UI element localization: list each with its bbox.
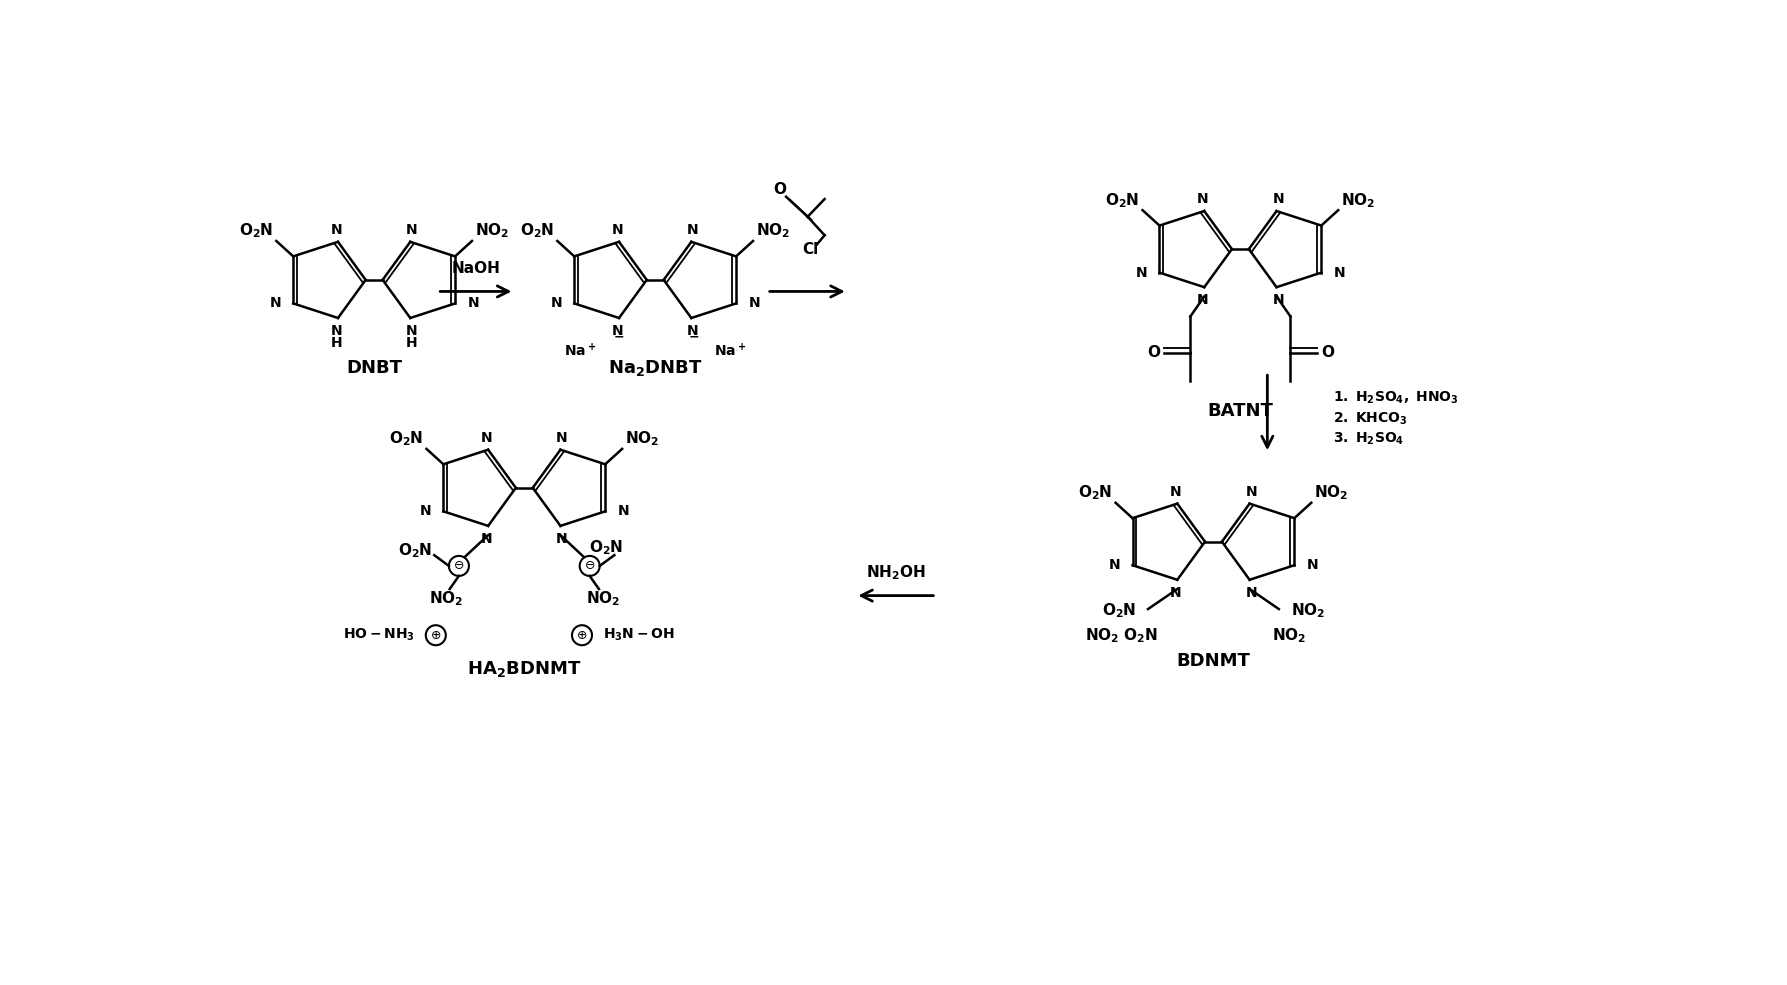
Text: $\ominus$: $\ominus$ <box>584 559 595 572</box>
Text: $\mathbf{NO_2}$: $\mathbf{NO_2}$ <box>475 222 509 240</box>
Text: $\mathbf{NO_2}$: $\mathbf{NO_2}$ <box>1290 601 1326 620</box>
Text: $\mathbf{Na^+}$: $\mathbf{Na^+}$ <box>713 342 745 359</box>
Text: N: N <box>420 504 431 518</box>
Text: N: N <box>550 296 561 310</box>
Text: $\mathbf{NO_2}$: $\mathbf{NO_2}$ <box>1272 625 1306 644</box>
Text: $\mathbf{3.\ H_2SO_4}$: $\mathbf{3.\ H_2SO_4}$ <box>1333 431 1405 447</box>
Text: N: N <box>1246 586 1256 600</box>
Text: N: N <box>1272 294 1283 307</box>
Text: N: N <box>686 324 699 338</box>
Text: $\mathbf{NO_2}$: $\mathbf{NO_2}$ <box>756 222 790 240</box>
Text: N: N <box>556 532 568 546</box>
Text: N: N <box>618 504 629 518</box>
Text: N: N <box>331 224 343 237</box>
Text: N: N <box>406 324 418 338</box>
Text: BATNT: BATNT <box>1208 402 1274 420</box>
Text: $\mathbf{2.\ KHCO_3}$: $\mathbf{2.\ KHCO_3}$ <box>1333 411 1408 427</box>
Text: $\mathbf{1.\ H_2SO_4,\ HNO_3}$: $\mathbf{1.\ H_2SO_4,\ HNO_3}$ <box>1333 389 1458 406</box>
Text: N: N <box>481 532 493 546</box>
Text: N: N <box>556 431 568 445</box>
Text: N: N <box>331 324 343 338</box>
Text: $\oplus$: $\oplus$ <box>577 628 588 641</box>
Text: $\oplus$: $\oplus$ <box>431 628 441 641</box>
Text: H: H <box>406 336 418 350</box>
Text: $\mathbf{H_3N-OH}$: $\mathbf{H_3N-OH}$ <box>602 627 674 643</box>
Text: DNBT: DNBT <box>347 360 402 377</box>
Text: $\mathbf{HA_2BDNMT}$: $\mathbf{HA_2BDNMT}$ <box>466 659 581 679</box>
Text: $\mathbf{NO_2}$: $\mathbf{NO_2}$ <box>429 590 463 609</box>
Text: N: N <box>481 431 493 445</box>
Text: N: N <box>749 296 759 310</box>
Text: $\mathbf{NO_2}$: $\mathbf{NO_2}$ <box>1313 484 1349 502</box>
Text: $\mathbf{O_2N}$: $\mathbf{O_2N}$ <box>590 538 624 557</box>
Text: $\mathbf{^-}$: $\mathbf{^-}$ <box>686 332 701 350</box>
Text: N: N <box>1197 192 1208 207</box>
Text: $\mathbf{NO_2}$: $\mathbf{NO_2}$ <box>586 590 620 609</box>
Text: $\mathbf{Na_2DNBT}$: $\mathbf{Na_2DNBT}$ <box>608 359 702 378</box>
Text: N: N <box>1197 294 1208 307</box>
Text: O: O <box>774 181 786 197</box>
Text: $\mathbf{NO_2}$: $\mathbf{NO_2}$ <box>1340 191 1376 210</box>
Text: N: N <box>1272 192 1283 207</box>
Text: $\mathbf{Na^+}$: $\mathbf{Na^+}$ <box>565 342 597 359</box>
Text: N: N <box>1170 586 1181 600</box>
Text: N: N <box>1170 485 1181 499</box>
Text: $\mathbf{NO_2\ O_2N}$: $\mathbf{NO_2\ O_2N}$ <box>1085 625 1158 644</box>
Text: NaOH: NaOH <box>452 261 500 276</box>
Text: N: N <box>1135 266 1147 280</box>
Text: $\ominus$: $\ominus$ <box>454 559 465 572</box>
Text: $\mathbf{O_2N}$: $\mathbf{O_2N}$ <box>1106 191 1140 210</box>
Text: $\mathbf{^-}$: $\mathbf{^-}$ <box>611 332 624 350</box>
Text: N: N <box>611 224 624 237</box>
Text: N: N <box>686 224 699 237</box>
Text: N: N <box>611 324 624 338</box>
Text: N: N <box>1108 558 1120 572</box>
Text: $\mathbf{O_2N}$: $\mathbf{O_2N}$ <box>399 541 432 559</box>
Text: BDNMT: BDNMT <box>1176 652 1251 670</box>
Text: H: H <box>331 336 343 350</box>
Text: N: N <box>1246 485 1256 499</box>
Text: N: N <box>1333 266 1346 280</box>
Text: $\mathbf{O_2N}$: $\mathbf{O_2N}$ <box>239 222 273 240</box>
Text: N: N <box>406 224 418 237</box>
Text: $\mathbf{NH_2OH}$: $\mathbf{NH_2OH}$ <box>867 563 926 582</box>
Text: $\mathbf{O_2N}$: $\mathbf{O_2N}$ <box>1101 601 1137 620</box>
Text: $\mathbf{O_2N}$: $\mathbf{O_2N}$ <box>520 222 554 240</box>
Text: N: N <box>270 296 281 310</box>
Text: N: N <box>468 296 479 310</box>
Text: Cl: Cl <box>802 241 818 257</box>
Text: $\mathbf{O_2N}$: $\mathbf{O_2N}$ <box>1078 484 1113 502</box>
Text: O: O <box>1321 345 1333 361</box>
Text: $\mathbf{HO-NH_3}$: $\mathbf{HO-NH_3}$ <box>343 627 415 643</box>
Text: $\mathbf{NO_2}$: $\mathbf{NO_2}$ <box>625 429 659 448</box>
Text: N: N <box>1306 558 1319 572</box>
Text: $\mathbf{O_2N}$: $\mathbf{O_2N}$ <box>390 429 424 448</box>
Text: O: O <box>1147 345 1160 361</box>
